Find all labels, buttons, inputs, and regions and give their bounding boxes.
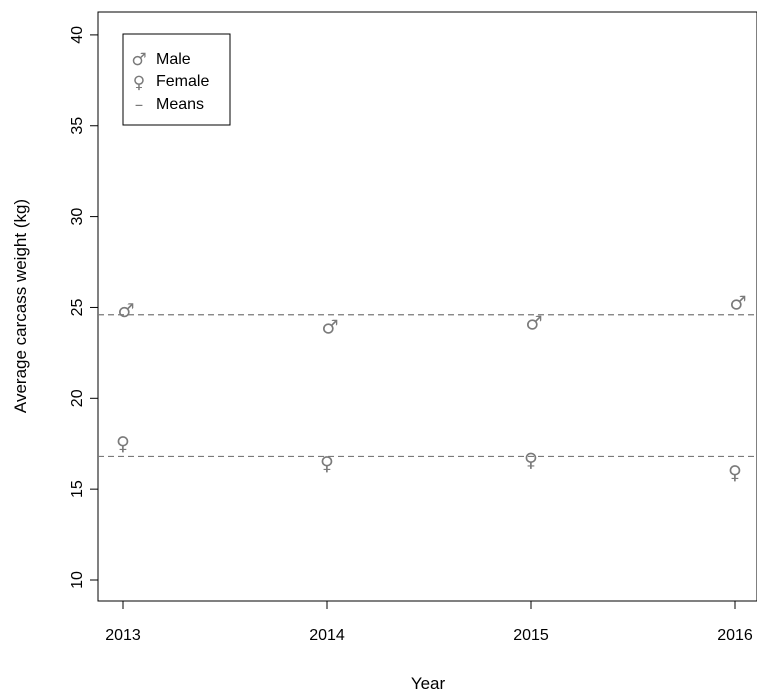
legend: ♂ Male ♀ Female – Means — [122, 33, 231, 126]
female-point: ♀ — [320, 453, 334, 475]
female-point: ♀ — [524, 449, 538, 471]
legend-male-label: Male — [156, 51, 191, 68]
y-tick-label: 20 — [69, 389, 86, 407]
legend-female-marker: ♀ — [133, 73, 145, 93]
legend-means-label: Means — [156, 96, 204, 113]
legend-box — [122, 33, 231, 126]
y-tick-label: 40 — [69, 26, 86, 44]
plot-frame — [97, 11, 757, 602]
legend-female-label: Female — [156, 73, 209, 90]
y-tick-label: 10 — [69, 571, 86, 589]
y-axis-title: Average carcass weight (kg) — [11, 199, 30, 413]
male-point: ♂ — [321, 316, 338, 338]
y-axis: 10 15 20 25 30 35 40 — [69, 26, 98, 589]
x-tick-label: 2013 — [105, 627, 141, 644]
legend-male-marker: ♂ — [131, 50, 146, 70]
male-point: ♂ — [729, 293, 746, 315]
legend-means-marker: – — [135, 95, 144, 115]
x-tick-label: 2016 — [717, 627, 753, 644]
female-point: ♀ — [728, 462, 742, 484]
male-point: ♂ — [525, 313, 542, 335]
x-axis-title: Year — [411, 674, 446, 693]
y-tick-label: 35 — [69, 117, 86, 135]
x-tick-label: 2015 — [513, 627, 549, 644]
male-point: ♂ — [117, 300, 134, 322]
female-point: ♀ — [116, 433, 130, 455]
y-tick-label: 30 — [69, 208, 86, 226]
x-axis: 2013 2014 2015 2016 — [105, 601, 753, 644]
mean-lines — [98, 314, 757, 458]
y-tick-label: 15 — [69, 480, 86, 498]
y-tick-label: 25 — [69, 298, 86, 316]
data-points: ♂ ♂ ♂ ♂ ♀ ♀ ♀ ♀ — [116, 293, 746, 484]
x-tick-label: 2014 — [309, 627, 345, 644]
